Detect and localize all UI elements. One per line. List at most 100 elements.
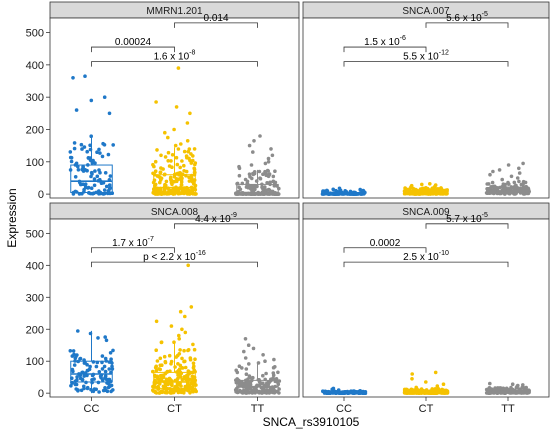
data-point [509, 185, 513, 190]
data-point [235, 377, 239, 381]
data-point [107, 183, 112, 187]
data-point [111, 348, 115, 353]
data-point [191, 154, 195, 158]
x-tick-label: CC [84, 403, 100, 415]
outlier-point [243, 337, 248, 341]
data-point [191, 158, 195, 163]
jitter-points [151, 263, 198, 395]
data-point [419, 189, 424, 193]
y-tick-label: 400 [26, 60, 44, 72]
outlier-point [178, 309, 183, 314]
data-point [192, 182, 196, 186]
data-point [76, 164, 80, 169]
box-group-tt [234, 134, 281, 196]
outlier-point [185, 139, 190, 143]
outlier-point [358, 187, 363, 192]
data-point [408, 190, 412, 195]
outlier-point [491, 169, 495, 174]
x-tick-label: CC [336, 403, 352, 415]
data-point [514, 183, 518, 188]
data-point [69, 384, 73, 388]
data-point [82, 190, 86, 194]
data-point [71, 369, 75, 374]
data-point [252, 390, 256, 395]
data-point [160, 390, 165, 394]
data-point [101, 388, 106, 393]
y-tick-label: 400 [26, 260, 44, 272]
data-point [235, 182, 239, 186]
outlier-point [188, 111, 192, 116]
data-point [186, 348, 191, 352]
p-value-label: 5.5 x 10-12 [403, 50, 449, 63]
outlier-point [510, 382, 515, 387]
data-point [192, 178, 197, 182]
y-tick-label: 100 [26, 157, 44, 169]
data-point [109, 389, 113, 394]
data-point [89, 387, 93, 392]
outlier-point [154, 319, 159, 324]
facet-title: SNCA.009 [402, 207, 450, 218]
outlier-point [163, 130, 167, 135]
data-point [178, 381, 182, 385]
data-point [192, 364, 196, 369]
data-point [179, 384, 183, 388]
p-value-label: 4.4 x 10-9 [195, 212, 237, 225]
data-point [257, 391, 262, 395]
data-point [169, 180, 174, 185]
data-point [104, 377, 109, 382]
outlier-point [102, 95, 107, 99]
data-point [156, 386, 161, 391]
data-point [334, 391, 338, 396]
significance-bracket: 1.6 x 10-8 [91, 50, 258, 67]
data-point [89, 174, 93, 179]
outlier-point [180, 327, 184, 332]
data-point [153, 389, 157, 394]
significance-bracket: 1.5 x 10-6 [343, 35, 427, 53]
data-point [520, 385, 524, 390]
outlier-point [172, 127, 176, 132]
significance-bracket: 1.7 x 10-7 [91, 236, 175, 253]
data-point [108, 174, 113, 178]
data-point [347, 391, 352, 395]
data-point [185, 155, 189, 160]
data-point [182, 169, 186, 173]
data-point [245, 182, 250, 187]
data-point [90, 380, 94, 385]
data-point [183, 387, 187, 391]
data-point [162, 386, 166, 391]
data-point [160, 192, 164, 196]
data-point [258, 176, 263, 181]
data-point [257, 169, 262, 174]
data-point [74, 387, 78, 391]
data-point [152, 172, 157, 177]
data-point [523, 186, 528, 190]
jitter-points [321, 386, 368, 396]
data-point [244, 378, 248, 383]
outlier-point [247, 143, 252, 148]
data-point [322, 191, 327, 195]
data-point [178, 171, 182, 175]
outlier-point [521, 383, 525, 387]
data-point [424, 186, 428, 190]
data-point [92, 183, 97, 188]
data-point [154, 368, 159, 373]
outlier-point [409, 183, 414, 188]
data-point [155, 148, 159, 152]
data-point [433, 390, 437, 395]
data-point [272, 184, 277, 188]
data-point [154, 364, 158, 369]
data-point [97, 390, 101, 394]
data-point [103, 369, 108, 374]
data-point [76, 168, 81, 172]
data-point [237, 191, 241, 196]
data-point [235, 390, 240, 395]
data-point [90, 378, 94, 382]
outlier-point [337, 186, 342, 191]
data-point [521, 179, 526, 184]
significance-bracket: p < 2.2 x 10-16 [91, 250, 258, 268]
data-point [82, 374, 86, 378]
data-point [496, 191, 500, 195]
data-point [336, 191, 341, 196]
outlier-point [269, 147, 273, 151]
